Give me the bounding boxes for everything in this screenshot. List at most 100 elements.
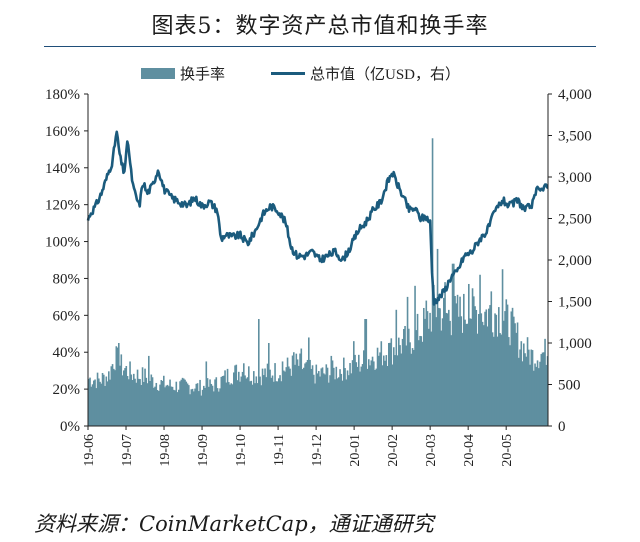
turnover-bar bbox=[213, 391, 215, 426]
turnover-bar bbox=[298, 365, 300, 426]
turnover-bar bbox=[500, 334, 503, 426]
turnover-bar bbox=[206, 378, 209, 426]
y-left-tick-label: 140% bbox=[45, 161, 80, 177]
turnover-bar bbox=[468, 283, 470, 426]
turnover-bar bbox=[474, 306, 476, 426]
turnover-bar bbox=[528, 349, 530, 426]
turnover-bars bbox=[88, 138, 549, 426]
turnover-bar bbox=[256, 383, 259, 426]
turnover-bar bbox=[415, 330, 418, 426]
turnover-bar bbox=[276, 381, 279, 426]
turnover-bar bbox=[134, 378, 136, 426]
turnover-bar bbox=[426, 311, 429, 426]
turnover-bar bbox=[241, 371, 244, 426]
turnover-bar bbox=[340, 373, 343, 426]
turnover-bar bbox=[280, 381, 283, 426]
turnover-bar bbox=[379, 352, 381, 426]
turnover-bar bbox=[151, 377, 154, 426]
turnover-bar bbox=[326, 367, 329, 426]
turnover-bar bbox=[328, 382, 330, 426]
turnover-bar bbox=[403, 329, 405, 426]
turnover-bar bbox=[378, 355, 380, 426]
turnover-bar bbox=[124, 368, 126, 426]
turnover-bar bbox=[138, 378, 140, 426]
turnover-bar bbox=[169, 379, 171, 426]
turnover-bar bbox=[121, 375, 124, 426]
turnover-bar bbox=[283, 370, 285, 426]
turnover-bar bbox=[196, 383, 199, 426]
turnover-bar bbox=[96, 372, 99, 426]
turnover-bar bbox=[104, 385, 106, 426]
turnover-bar bbox=[504, 311, 506, 426]
turnover-bar bbox=[533, 370, 535, 426]
turnover-bar bbox=[489, 305, 491, 426]
chart-title: 图表5：数字资产总市值和换手率 bbox=[151, 14, 489, 39]
turnover-bar bbox=[233, 372, 235, 426]
turnover-bar bbox=[358, 354, 360, 426]
turnover-bar bbox=[455, 303, 458, 426]
turnover-bar bbox=[245, 378, 248, 426]
turnover-bar bbox=[386, 366, 389, 426]
turnover-bar bbox=[189, 394, 191, 426]
turnover-bar bbox=[243, 363, 245, 426]
turnover-bar bbox=[248, 366, 250, 426]
turnover-bar bbox=[175, 381, 178, 426]
turnover-bar bbox=[300, 348, 303, 426]
turnover-bar bbox=[541, 352, 544, 426]
market-cap-line-layer bbox=[86, 130, 549, 306]
turnover-bar bbox=[320, 368, 323, 426]
turnover-bar bbox=[139, 379, 141, 426]
turnover-bar bbox=[93, 380, 95, 426]
turnover-bar bbox=[230, 383, 233, 426]
turnover-bar bbox=[373, 361, 375, 426]
turnover-bar bbox=[140, 384, 143, 426]
turnover-bar bbox=[235, 364, 238, 426]
turnover-bar bbox=[433, 285, 435, 426]
turnover-bar bbox=[339, 369, 341, 426]
turnover-bar bbox=[335, 366, 338, 426]
x-tick-label: 19-08 bbox=[158, 434, 173, 467]
turnover-bar bbox=[275, 381, 278, 426]
turnover-bar bbox=[286, 357, 289, 426]
turnover-bar bbox=[270, 377, 273, 426]
turnover-bar bbox=[244, 375, 246, 426]
turnover-bar bbox=[88, 378, 90, 426]
turnover-bar bbox=[299, 353, 301, 426]
turnover-bar bbox=[545, 364, 548, 426]
turnover-bar bbox=[186, 383, 189, 426]
turnover-bar bbox=[155, 382, 158, 426]
x-tick-label: 20-01 bbox=[348, 434, 363, 467]
y-right-tick-label: 500 bbox=[558, 378, 581, 394]
turnover-bar bbox=[305, 362, 308, 426]
turnover-bar bbox=[463, 293, 465, 426]
y-right-tick-label: 3,500 bbox=[558, 129, 592, 145]
turnover-bar bbox=[491, 332, 494, 426]
turnover-bar bbox=[413, 349, 415, 426]
turnover-bar bbox=[170, 386, 173, 426]
turnover-bar bbox=[150, 374, 153, 426]
turnover-bar bbox=[303, 367, 305, 426]
turnover-bar bbox=[529, 364, 531, 426]
turnover-bar bbox=[518, 357, 520, 426]
turnover-bar bbox=[89, 377, 91, 426]
turnover-bar bbox=[480, 313, 483, 426]
turnover-bar bbox=[436, 248, 439, 426]
turnover-bar bbox=[304, 363, 306, 426]
turnover-bar bbox=[391, 364, 394, 426]
turnover-bar bbox=[251, 384, 254, 426]
turnover-bar bbox=[509, 345, 511, 426]
turnover-bar bbox=[454, 295, 456, 426]
turnover-bar bbox=[120, 354, 123, 426]
turnover-bar bbox=[375, 368, 378, 426]
turnover-bar bbox=[290, 375, 293, 426]
turnover-bar bbox=[174, 390, 176, 426]
y-left-tick-label: 0% bbox=[60, 419, 80, 435]
turnover-bar bbox=[525, 356, 528, 426]
turnover-bar bbox=[218, 391, 220, 426]
turnover-bar bbox=[161, 380, 164, 426]
turnover-bar bbox=[344, 368, 346, 426]
turnover-bar bbox=[136, 369, 139, 426]
turnover-bar bbox=[91, 384, 94, 426]
turnover-bar bbox=[289, 368, 291, 426]
turnover-bar bbox=[263, 375, 265, 426]
